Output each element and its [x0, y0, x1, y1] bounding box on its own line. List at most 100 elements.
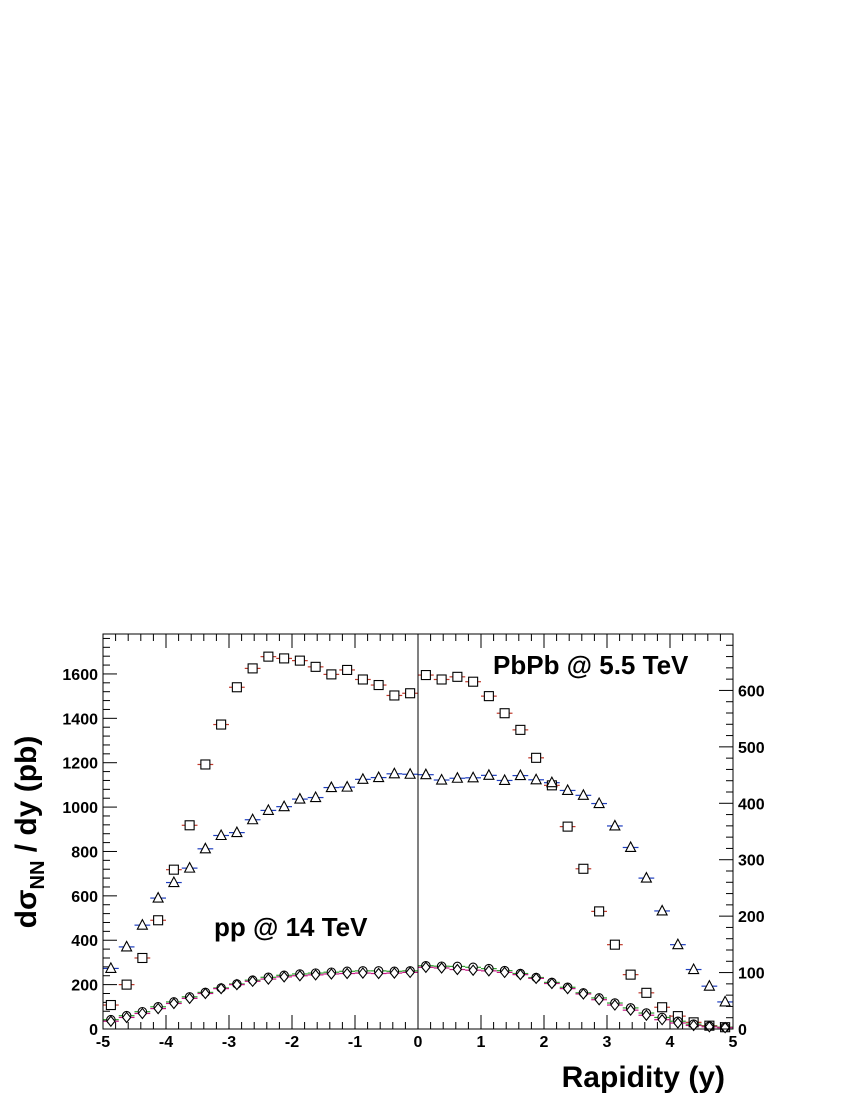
y-tick-label-left: 400 [71, 933, 98, 950]
square-marker [420, 670, 431, 681]
y-axis-title: dσNN / dy (pb) [10, 736, 49, 929]
square-marker [184, 820, 195, 831]
diamond-marker [200, 987, 211, 1000]
triangle-marker [435, 773, 448, 785]
y-tick-label-right: 500 [738, 740, 765, 757]
annotation-pp: pp @ 14 TeV [214, 912, 368, 942]
square-marker [389, 690, 400, 701]
triangle-marker [136, 918, 149, 930]
triangle-marker [545, 775, 558, 788]
square-marker [436, 674, 447, 685]
triangle-marker [183, 861, 196, 873]
y-tick-label-left: 1000 [62, 800, 98, 817]
square-marker [578, 863, 589, 874]
square-marker [468, 676, 479, 687]
square-marker [483, 691, 494, 702]
y-tick-label-left: 200 [71, 978, 98, 995]
diamond-marker [342, 967, 352, 980]
triangle-marker [341, 780, 354, 792]
x-tick-label: 4 [666, 1034, 675, 1051]
diamond-marker [720, 1021, 730, 1034]
triangle-marker [530, 773, 543, 785]
tick-labels: -5 -4 -3 -2 -1 0 1 2 3 4 5020040060080010001200140… [62, 667, 764, 1051]
square-marker [641, 987, 652, 998]
triangle-marker [372, 770, 385, 783]
diamond-marker [625, 1004, 636, 1017]
diamond-marker [373, 967, 384, 980]
y-axis-title-rest: / dy (pb) [10, 736, 43, 861]
y-tick-label-right: 300 [738, 853, 765, 870]
triangle-marker [293, 792, 306, 804]
diamond-marker [562, 982, 573, 995]
triangle-marker [561, 783, 574, 795]
square-marker [562, 821, 573, 832]
square-marker [342, 664, 353, 675]
diamond-marker [279, 970, 289, 983]
triangle-marker [152, 891, 165, 903]
square-marker [326, 669, 337, 680]
diamond-marker [232, 978, 242, 991]
square-marker [609, 939, 620, 950]
square-marker [137, 952, 148, 964]
triangle-marker [482, 768, 495, 780]
diamond-marker [657, 1013, 667, 1026]
diamond-marker [421, 961, 431, 974]
triangle-marker [356, 772, 369, 784]
y-axis-title-subscript: NN [27, 861, 49, 890]
diamond-marker [673, 1017, 683, 1029]
triangle-marker [593, 796, 606, 809]
triangle-marker [498, 773, 511, 786]
triangle-marker [199, 842, 212, 854]
data-markers [104, 651, 732, 1034]
y-tick-label-left: 1200 [62, 756, 98, 773]
square-marker [357, 674, 368, 685]
diamond-marker [169, 997, 179, 1010]
diamond-marker [468, 964, 478, 977]
square-marker [121, 979, 132, 990]
diamond-marker [326, 968, 337, 980]
annotation-pbpb: PbPb @ 5.5 TeV [493, 650, 689, 680]
triangle-marker [656, 904, 669, 916]
diamond-marker [641, 1009, 652, 1022]
x-tick-label: 1 [477, 1034, 486, 1051]
y-tick-label-left: 1400 [62, 711, 98, 728]
square-marker [263, 651, 274, 662]
square-marker [216, 719, 227, 730]
y-tick-label-right: 600 [738, 683, 765, 700]
square-marker [405, 688, 416, 699]
diamond-marker [247, 975, 258, 988]
y-axis-title-main: dσ [10, 890, 43, 929]
square-marker [247, 663, 258, 674]
diamond-marker [184, 992, 195, 1005]
square-marker [657, 1002, 668, 1013]
square-marker [594, 906, 605, 917]
y-tick-label-left: 1600 [62, 667, 98, 684]
diamond-marker [137, 1007, 148, 1020]
triangle-marker [278, 799, 291, 812]
square-marker [531, 752, 542, 763]
x-tick-label: 3 [603, 1034, 612, 1051]
diamond-marker [547, 977, 557, 990]
diamond-marker [153, 1002, 163, 1015]
y-tick-label-left: 800 [71, 844, 98, 861]
triangle-marker [577, 788, 590, 800]
diamond-marker [405, 966, 415, 979]
diamond-marker [121, 1011, 132, 1024]
square-marker [294, 655, 305, 666]
triangle-marker [703, 979, 716, 991]
triangle-marker [467, 771, 480, 783]
y-tick-label-left: 600 [71, 889, 98, 906]
triangle-marker [388, 767, 401, 779]
square-marker [231, 682, 242, 693]
triangle-marker [230, 825, 243, 838]
x-tick-label: -4 [159, 1034, 173, 1051]
axis-ticks [102, 633, 734, 1030]
diamond-marker [106, 1015, 116, 1028]
diamond-marker [436, 962, 447, 974]
diamond-marker [484, 964, 494, 977]
triangle-marker [608, 819, 621, 831]
diamond-marker [295, 969, 305, 982]
x-tick-label: 5 [729, 1034, 738, 1051]
y-tick-label-right: 200 [738, 909, 765, 926]
